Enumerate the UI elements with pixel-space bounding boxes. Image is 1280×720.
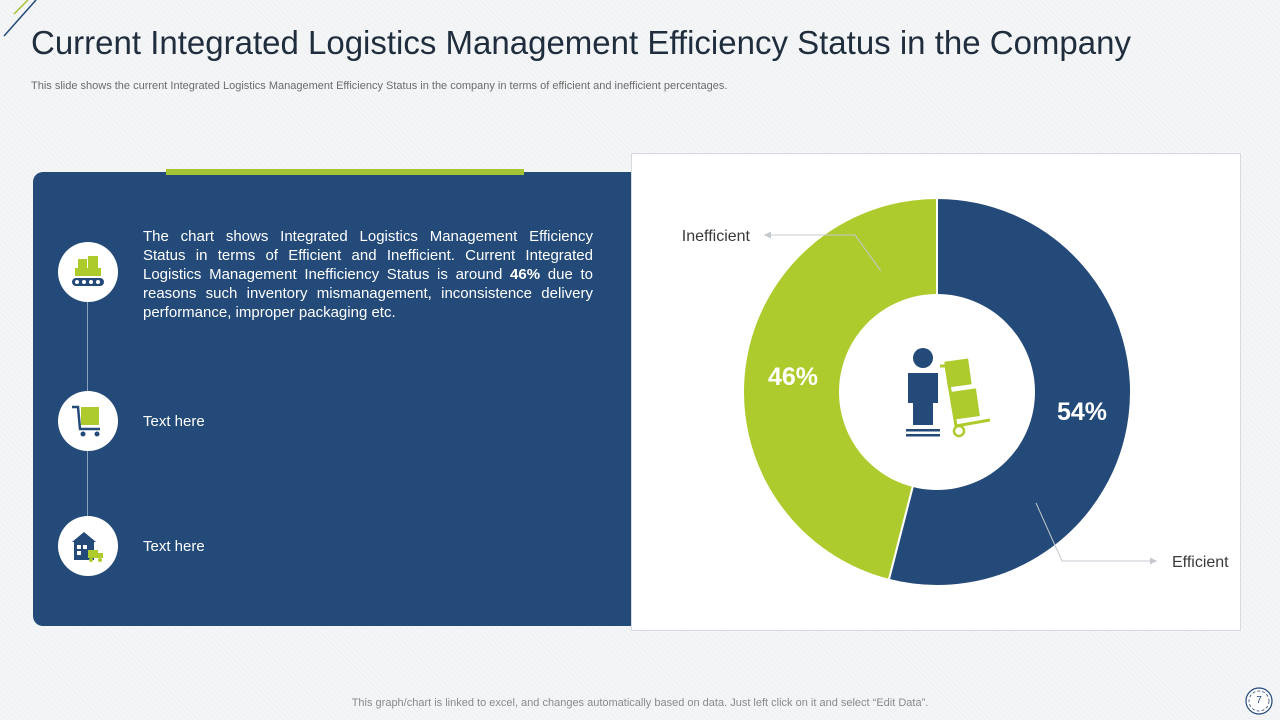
footer-note: This graph/chart is linked to excel, and… (351, 697, 929, 709)
leader-arrow-efficient (1150, 557, 1157, 565)
leader-line-efficient (1035, 502, 1157, 562)
point-1-description: The chart shows Integrated Logistics Man… (143, 228, 594, 321)
point-3-text: Text here (143, 538, 205, 555)
accent-bar (166, 169, 524, 175)
point-2-text: Text here (143, 413, 205, 430)
worker-hand-truck-icon (906, 348, 991, 438)
slide-title: Current Integrated Logistics Management … (31, 24, 1131, 61)
point-2-bubble (58, 391, 118, 451)
page-number-badge (1245, 687, 1273, 715)
point-3-bubble (58, 516, 118, 576)
slide-subtitle: This slide shows the current Integrated … (31, 80, 728, 92)
value-label-efficient: 54% (1057, 398, 1107, 426)
cart-box-icon (72, 405, 100, 437)
corner-accent-line (3, 0, 37, 37)
category-label-efficient: Efficient (1172, 554, 1229, 571)
leader-arrow-inefficient (764, 231, 771, 239)
point-1-bubble (58, 242, 118, 302)
inefficiency-highlight: 46% (510, 266, 541, 283)
value-label-inefficient: 46% (768, 363, 818, 391)
category-label-inefficient: Inefficient (682, 228, 751, 245)
page-number: 7 (1256, 695, 1262, 706)
warehouse-truck-icon (72, 532, 103, 562)
leader-line-inefficient (764, 234, 882, 272)
info-panel (33, 172, 633, 626)
conveyor-boxes-icon (72, 256, 104, 286)
